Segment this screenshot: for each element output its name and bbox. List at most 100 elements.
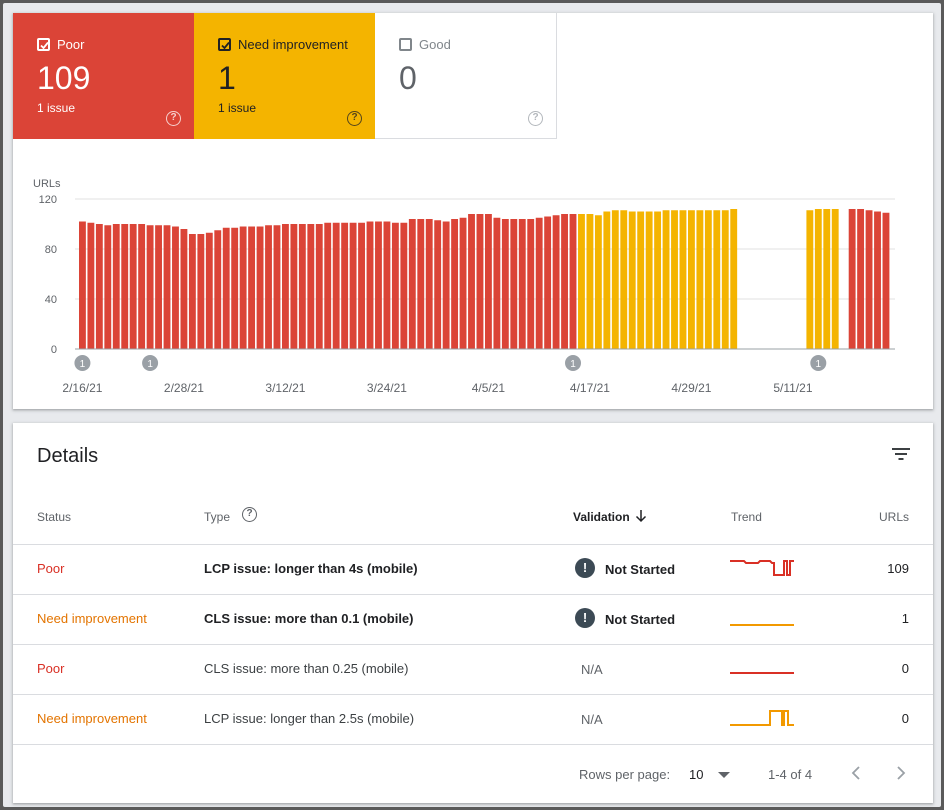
bar-poor — [112, 224, 120, 349]
tile-ni-label: Need improvement — [238, 37, 348, 52]
bar-poor — [231, 227, 239, 349]
checkbox-good[interactable] — [399, 38, 412, 51]
bar-poor — [138, 224, 146, 349]
bar-poor — [298, 224, 306, 349]
x-tick-label: 4/29/21 — [671, 381, 711, 395]
arrow-down-icon[interactable] — [635, 509, 647, 523]
bar-need-improvement — [806, 210, 814, 349]
y-tick-label: 120 — [39, 194, 57, 206]
column-status[interactable]: Status — [37, 510, 72, 524]
bar-poor — [476, 214, 484, 349]
tile-poor[interactable]: Poor 109 1 issue ? — [13, 13, 194, 139]
bar-need-improvement — [823, 209, 831, 349]
dropdown-arrow-icon[interactable] — [718, 772, 730, 779]
row-urls: 1 — [901, 611, 909, 626]
bar-poor — [290, 224, 298, 349]
table-row[interactable]: Poor LCP issue: longer than 4s (mobile)! N… — [13, 544, 933, 594]
annotation-marker — [142, 355, 159, 371]
bar-poor — [358, 222, 365, 349]
row-validation: N/A — [581, 662, 603, 677]
bar-poor — [248, 226, 256, 349]
bar-poor — [332, 222, 340, 349]
checkbox-poor[interactable] — [37, 38, 50, 51]
bar-need-improvement — [654, 211, 662, 349]
bar-poor — [485, 214, 492, 349]
help-icon[interactable]: ? — [242, 507, 257, 522]
column-type[interactable]: Type — [204, 510, 231, 524]
row-type: CLS issue: more than 0.25 (mobile) — [204, 661, 409, 676]
bar-need-improvement — [713, 210, 721, 349]
bar-need-improvement — [645, 211, 653, 349]
x-tick-label: 2/16/21 — [62, 381, 102, 395]
annotation-label: 1 — [80, 359, 86, 370]
bar-poor — [561, 214, 568, 349]
table-row[interactable]: Poor CLS issue: more than 0.25 (mobile) N/… — [13, 644, 933, 694]
table-row[interactable]: Need improvement LCP issue: longer than 2… — [13, 694, 933, 744]
rows-per-page-select[interactable]: 10 — [689, 767, 704, 782]
row-trend-sparkline — [730, 710, 794, 726]
tile-good-label: Good — [419, 37, 451, 52]
bar-poor — [307, 224, 315, 349]
bar-need-improvement — [586, 214, 594, 349]
chevron-left-icon[interactable] — [850, 765, 862, 781]
bar-poor — [104, 225, 112, 349]
row-type: LCP issue: longer than 2.5s (mobile) — [204, 711, 415, 726]
chevron-right-icon[interactable] — [895, 765, 907, 781]
bar-need-improvement — [603, 211, 611, 349]
bar-need-improvement — [831, 209, 839, 349]
row-validation: Not Started — [605, 562, 676, 577]
bar-poor — [848, 209, 856, 349]
annotation-marker — [74, 355, 91, 371]
bar-poor — [865, 210, 873, 349]
table-row[interactable]: Need improvement CLS issue: more than 0.1… — [13, 594, 933, 644]
help-icon[interactable]: ? — [528, 111, 543, 126]
bar-need-improvement — [814, 209, 822, 349]
bar-need-improvement — [679, 210, 687, 349]
bar-poor — [265, 225, 272, 349]
checkbox-need-improvement[interactable] — [218, 38, 231, 51]
bar-poor — [197, 234, 205, 349]
bar-poor — [214, 230, 222, 349]
row-urls: 0 — [901, 711, 909, 726]
bar-poor — [87, 222, 95, 349]
row-validation: N/A — [581, 712, 603, 727]
tile-good[interactable]: Good 0 ? — [375, 13, 557, 139]
row-status: Need improvement — [37, 711, 147, 726]
tile-poor-count: 109 — [37, 60, 91, 96]
details-card: Details Status Type ? Validation Trend U… — [13, 423, 933, 803]
x-tick-label: 3/24/21 — [367, 381, 407, 395]
annotation-marker — [810, 355, 827, 371]
bar-poor — [366, 221, 374, 349]
tile-need-improvement[interactable]: Need improvement 1 1 issue ? — [194, 13, 375, 139]
y-tick-label: 0 — [51, 344, 57, 356]
row-status: Need improvement — [37, 611, 147, 626]
bar-need-improvement — [696, 210, 704, 349]
bar-poor — [442, 221, 450, 349]
check-icon — [221, 41, 230, 50]
bar-poor — [341, 222, 349, 349]
column-urls[interactable]: URLs — [878, 510, 909, 524]
check-icon — [40, 41, 49, 50]
bar-poor — [256, 226, 264, 349]
filter-icon[interactable] — [891, 445, 911, 463]
help-icon[interactable]: ? — [347, 111, 362, 126]
tile-poor-label: Poor — [57, 37, 85, 52]
row-urls: 0 — [901, 661, 909, 676]
alert-icon: ! — [575, 608, 595, 628]
bar-poor — [518, 219, 526, 349]
row-type: CLS issue: more than 0.1 (mobile) — [204, 611, 414, 626]
bar-poor — [417, 219, 425, 349]
help-icon[interactable]: ? — [166, 111, 181, 126]
bar-poor — [95, 224, 103, 349]
tile-good-count: 0 — [399, 60, 417, 96]
bar-poor — [188, 234, 196, 349]
page-range: 1-4 of 4 — [768, 767, 813, 782]
bar-poor — [408, 219, 416, 349]
bar-poor — [129, 224, 137, 349]
bar-need-improvement — [628, 211, 636, 349]
bar-poor — [425, 219, 433, 349]
bar-poor — [874, 211, 881, 349]
details-title: Details — [37, 445, 99, 467]
bar-poor — [552, 215, 560, 349]
column-validation[interactable]: Validation — [573, 510, 630, 524]
